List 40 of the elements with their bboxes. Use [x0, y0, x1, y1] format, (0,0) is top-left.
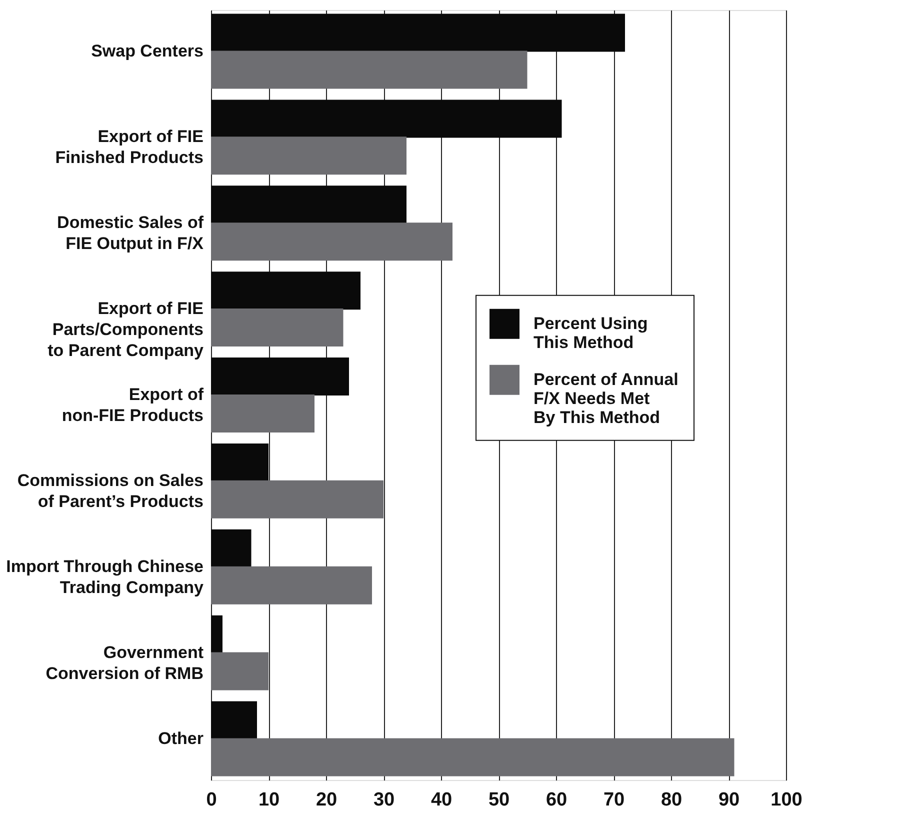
y-tick-label: Government Conversion of RMB — [46, 642, 204, 683]
bar — [211, 529, 252, 568]
bar — [211, 186, 406, 224]
y-tick-label: Import Through Chinese Trading Company — [6, 556, 204, 597]
bar — [211, 308, 344, 347]
bar — [211, 738, 734, 776]
legend-label: Percent of Annual F/X Needs Met By This Method — [534, 370, 678, 427]
y-tick-label: Export of non-FIE Products — [62, 385, 204, 425]
bar — [211, 701, 257, 740]
x-tick-label: 70 — [603, 790, 625, 810]
y-tick-label: Export of FIE Parts/Components to Parent Company — [48, 299, 204, 360]
y-tick-label: Export of FIE Finished Products — [55, 127, 204, 168]
x-tick-label: 30 — [373, 790, 395, 810]
bar — [211, 480, 384, 518]
x-tick-label: 60 — [546, 790, 568, 810]
bar — [211, 272, 360, 310]
bar — [211, 566, 372, 604]
bar — [211, 394, 314, 432]
x-tick-label: 40 — [430, 790, 452, 810]
x-tick-label: 80 — [660, 790, 682, 810]
bar — [211, 652, 268, 690]
x-tick-label: 0 — [206, 790, 217, 810]
y-tick-label: Swap Centers — [91, 41, 204, 60]
bar — [211, 443, 268, 482]
y-tick-label: Commissions on Sales of Parent’s Products — [17, 470, 204, 511]
bar — [211, 136, 406, 175]
legend-label: Percent Using This Method — [534, 314, 648, 352]
y-tick-label: Domestic Sales of FIE Output in F/X — [57, 213, 204, 254]
bar — [211, 358, 349, 396]
x-tick-label: 20 — [316, 790, 338, 810]
x-tick-label: 100 — [770, 790, 802, 810]
bar — [211, 615, 222, 654]
x-tick-label: 10 — [258, 790, 280, 810]
x-tick-label: 90 — [718, 790, 740, 810]
bar — [211, 50, 528, 89]
y-tick-label: Other — [158, 728, 204, 748]
bar — [211, 100, 562, 138]
bar — [211, 222, 452, 261]
bar — [211, 14, 625, 52]
x-tick-label: 50 — [488, 790, 510, 810]
